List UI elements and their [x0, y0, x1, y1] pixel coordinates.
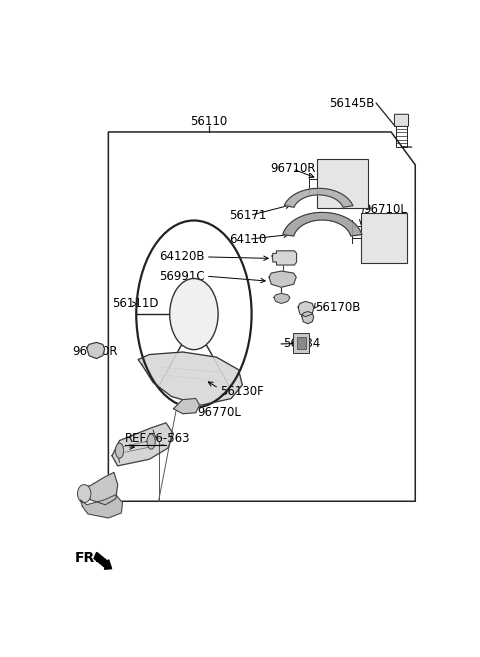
Text: 56991C: 56991C: [159, 269, 205, 283]
Ellipse shape: [147, 434, 155, 449]
Polygon shape: [81, 495, 122, 518]
Text: 56110: 56110: [190, 116, 228, 128]
Polygon shape: [302, 311, 314, 324]
Polygon shape: [272, 251, 297, 265]
Circle shape: [77, 485, 91, 503]
Text: 56184: 56184: [283, 338, 321, 350]
Text: 56130F: 56130F: [220, 385, 264, 398]
Polygon shape: [83, 472, 118, 505]
Polygon shape: [112, 423, 173, 466]
FancyArrow shape: [94, 553, 112, 569]
Bar: [360, 213, 407, 263]
Text: 64120B: 64120B: [159, 250, 205, 263]
Text: 96770L: 96770L: [198, 406, 241, 419]
Text: 96710R: 96710R: [270, 162, 316, 175]
Text: 56111D: 56111D: [112, 298, 158, 311]
Polygon shape: [87, 342, 105, 359]
Ellipse shape: [115, 443, 124, 459]
Text: 56170B: 56170B: [315, 301, 360, 314]
Polygon shape: [298, 302, 314, 317]
Bar: [317, 159, 368, 208]
Polygon shape: [138, 352, 242, 405]
Bar: [297, 337, 305, 349]
FancyBboxPatch shape: [395, 114, 408, 126]
Text: 96710L: 96710L: [363, 203, 407, 216]
Text: 64110: 64110: [229, 233, 266, 246]
Text: 56171: 56171: [229, 209, 266, 222]
Ellipse shape: [170, 279, 218, 350]
Polygon shape: [284, 189, 353, 207]
Polygon shape: [173, 399, 200, 414]
Polygon shape: [269, 271, 296, 287]
Polygon shape: [274, 293, 290, 304]
Bar: [293, 333, 309, 353]
Bar: [396, 125, 407, 147]
Polygon shape: [283, 212, 362, 236]
Text: FR.: FR.: [75, 551, 101, 566]
Text: 96770R: 96770R: [72, 344, 118, 357]
Text: 56145B: 56145B: [329, 97, 374, 110]
Text: REF.56-563: REF.56-563: [125, 432, 191, 445]
